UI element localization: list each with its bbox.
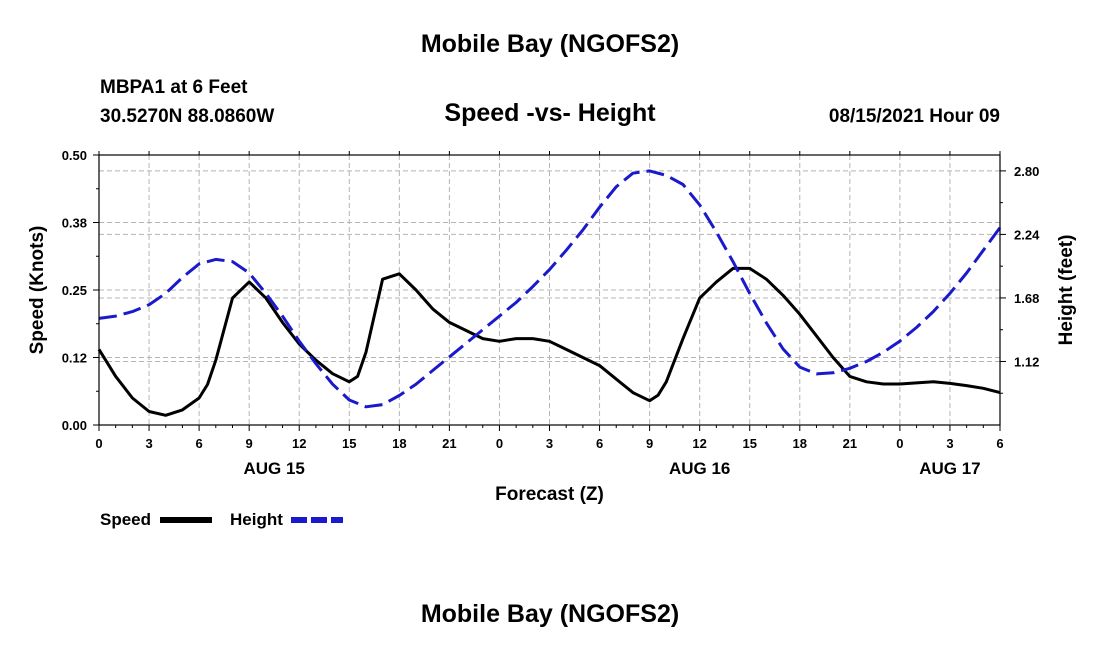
x-tick-label: 12 bbox=[292, 436, 306, 451]
x-tick-label: 0 bbox=[95, 436, 102, 451]
y-right-tick-label: 2.80 bbox=[1014, 164, 1039, 179]
date-label: AUG 17 bbox=[919, 459, 980, 478]
series-layer bbox=[97, 169, 1002, 417]
x-tick-label: 3 bbox=[946, 436, 953, 451]
y-left-tick-label: 0.50 bbox=[62, 148, 87, 163]
datetime-label: 08/15/2021 Hour 09 bbox=[828, 106, 1000, 127]
x-tick-label: 3 bbox=[145, 436, 152, 451]
x-tick-label: 18 bbox=[392, 436, 406, 451]
legend-speed-label: Speed bbox=[100, 510, 151, 529]
x-tick-label: 21 bbox=[843, 436, 857, 451]
x-tick-label: 21 bbox=[442, 436, 456, 451]
x-tick-label: 3 bbox=[546, 436, 553, 451]
x-tick-label: 6 bbox=[996, 436, 1003, 451]
y-left-tick-label: 0.00 bbox=[62, 418, 87, 433]
y-left-tick-label: 0.25 bbox=[62, 283, 87, 298]
coordinates-label: 30.5270N 88.0860W bbox=[100, 106, 275, 127]
y-right-tick-label: 2.24 bbox=[1014, 227, 1040, 242]
ticks: 0 3 6 9 12 15 18 21 0 3 6 9 12 15 18 21 0 3 6 AUG 15 AUG 16 A… bbox=[62, 148, 1040, 478]
legend-height-label: Height bbox=[230, 510, 283, 529]
y-right-tick-label: 1.12 bbox=[1014, 354, 1039, 369]
x-tick-label: 0 bbox=[496, 436, 503, 451]
speed-series-line bbox=[97, 266, 1001, 417]
y-left-tick-label: 0.12 bbox=[62, 351, 87, 366]
date-label: AUG 16 bbox=[669, 459, 730, 478]
x-tick-label: 15 bbox=[342, 436, 356, 451]
height-series-line bbox=[98, 169, 1002, 409]
y-right-tick-label: 1.68 bbox=[1014, 291, 1039, 306]
x-tick-label: 18 bbox=[793, 436, 807, 451]
x-tick-label: 9 bbox=[646, 436, 653, 451]
date-label: AUG 15 bbox=[243, 459, 304, 478]
x-tick-label: 0 bbox=[896, 436, 903, 451]
grid bbox=[99, 155, 1000, 425]
footer-title: Mobile Bay (NGOFS2) bbox=[420, 600, 680, 628]
chart-subtitle: Speed -vs- Height bbox=[444, 99, 656, 127]
y-axis-left-title: Speed (Knots) bbox=[27, 226, 48, 355]
x-tick-label: 15 bbox=[742, 436, 756, 451]
x-tick-label: 12 bbox=[692, 436, 706, 451]
x-axis-title: Forecast (Z) bbox=[495, 484, 604, 505]
x-tick-label: 6 bbox=[596, 436, 603, 451]
x-tick-label: 6 bbox=[195, 436, 202, 451]
x-tick-label: 9 bbox=[246, 436, 253, 451]
station-label: MBPA1 at 6 Feet bbox=[100, 77, 248, 98]
y-left-tick-label: 0.38 bbox=[62, 216, 87, 231]
y-axis-right-title: Height (feet) bbox=[1056, 235, 1077, 346]
main-title: Mobile Bay (NGOFS2) bbox=[420, 30, 680, 58]
legend: Speed Height bbox=[100, 510, 343, 529]
